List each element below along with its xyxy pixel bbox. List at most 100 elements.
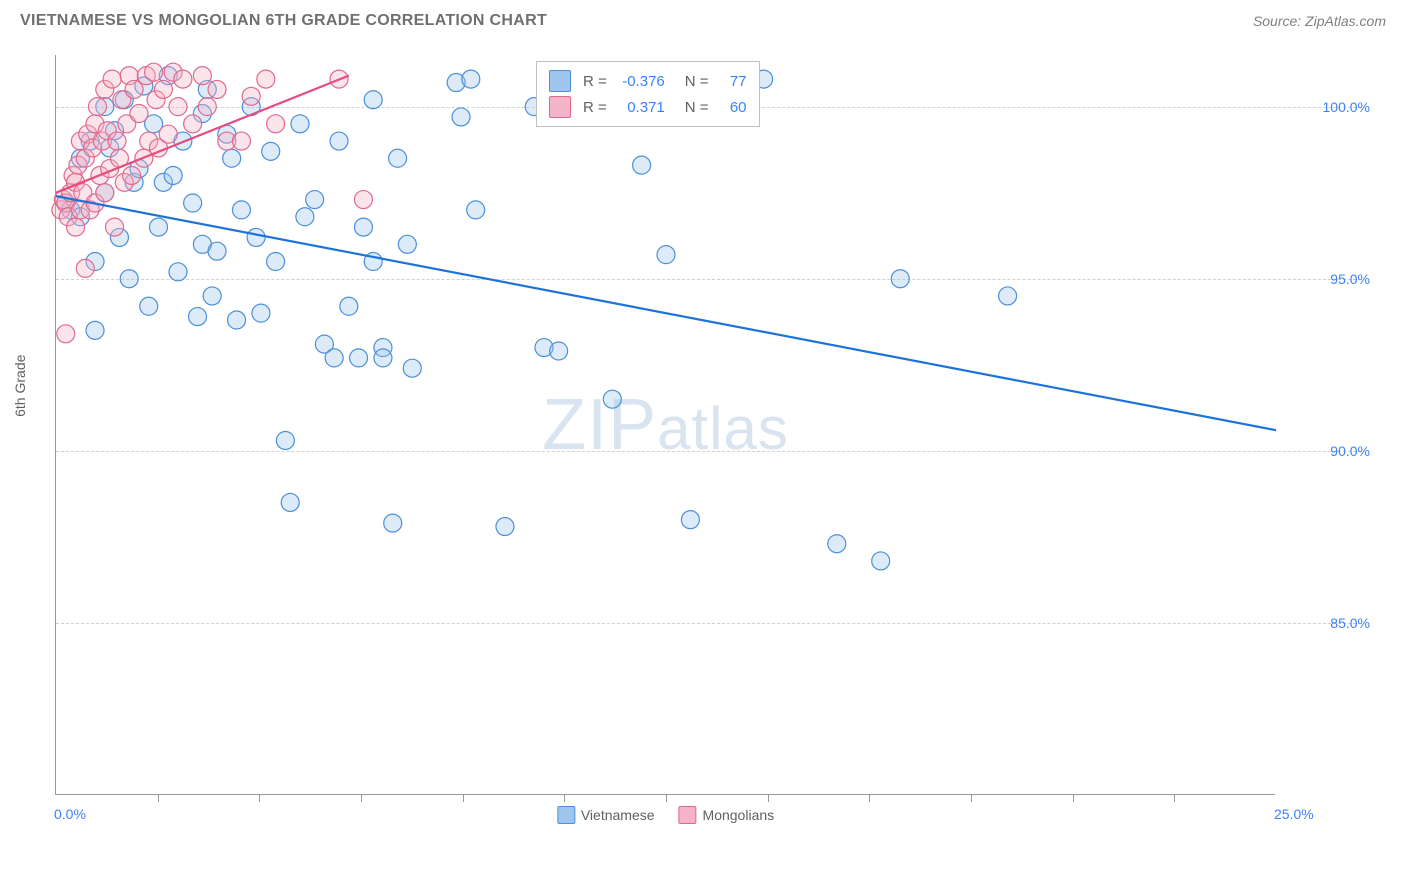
data-point bbox=[164, 166, 182, 184]
r-label: R = bbox=[583, 73, 607, 90]
data-point bbox=[57, 325, 75, 343]
data-point bbox=[106, 218, 124, 236]
x-tick bbox=[869, 794, 870, 802]
legend-stat-row: R = -0.376 N = 77 bbox=[549, 68, 747, 94]
data-point bbox=[67, 218, 85, 236]
data-point bbox=[174, 70, 192, 88]
legend-item: Vietnamese bbox=[557, 806, 655, 824]
data-point bbox=[681, 511, 699, 529]
x-tick bbox=[463, 794, 464, 802]
data-point bbox=[198, 98, 216, 116]
data-point bbox=[252, 304, 270, 322]
series-legend: Vietnamese Mongolians bbox=[557, 806, 774, 824]
data-point bbox=[296, 208, 314, 226]
data-point bbox=[291, 115, 309, 133]
legend-swatch bbox=[549, 70, 571, 92]
data-point bbox=[257, 70, 275, 88]
data-point bbox=[208, 80, 226, 98]
source-attribution: Source: ZipAtlas.com bbox=[1253, 13, 1386, 29]
x-tick bbox=[666, 794, 667, 802]
data-point bbox=[452, 108, 470, 126]
data-point bbox=[398, 235, 416, 253]
data-point bbox=[247, 228, 265, 246]
legend-swatch bbox=[679, 806, 697, 824]
n-label: N = bbox=[685, 99, 709, 116]
data-point bbox=[325, 349, 343, 367]
data-point bbox=[159, 125, 177, 143]
data-point bbox=[306, 191, 324, 209]
r-label: R = bbox=[583, 99, 607, 116]
n-value: 60 bbox=[717, 99, 747, 116]
data-point bbox=[262, 142, 280, 160]
correlation-legend: R = -0.376 N = 77 R = 0.371 N = 60 bbox=[536, 61, 760, 127]
plot-area: ZIPatlas R =-0.376N =77R =0.371N =60 Vie… bbox=[55, 55, 1275, 795]
y-tick-label: 85.0% bbox=[1330, 615, 1370, 631]
x-tick-label: 25.0% bbox=[1274, 806, 1314, 822]
data-point bbox=[281, 493, 299, 511]
x-tick bbox=[564, 794, 565, 802]
data-point bbox=[223, 149, 241, 167]
chart-title: VIETNAMESE VS MONGOLIAN 6TH GRADE CORREL… bbox=[20, 12, 547, 30]
x-tick bbox=[158, 794, 159, 802]
data-point bbox=[267, 115, 285, 133]
legend-stat-row: R = 0.371 N = 60 bbox=[549, 94, 747, 120]
data-point bbox=[103, 70, 121, 88]
n-label: N = bbox=[685, 73, 709, 90]
data-point bbox=[354, 218, 372, 236]
data-point bbox=[169, 98, 187, 116]
data-point bbox=[350, 349, 368, 367]
data-point bbox=[657, 246, 675, 264]
data-point bbox=[184, 194, 202, 212]
data-point bbox=[828, 535, 846, 553]
x-tick bbox=[259, 794, 260, 802]
data-point bbox=[999, 287, 1017, 305]
data-point bbox=[340, 297, 358, 315]
y-tick-label: 90.0% bbox=[1330, 443, 1370, 459]
legend-item: Mongolians bbox=[679, 806, 775, 824]
data-point bbox=[76, 259, 94, 277]
data-point bbox=[208, 242, 226, 260]
data-point bbox=[276, 431, 294, 449]
data-point bbox=[330, 132, 348, 150]
legend-series-name: Mongolians bbox=[703, 807, 775, 823]
y-tick-label: 100.0% bbox=[1323, 99, 1370, 115]
x-tick-label: 0.0% bbox=[54, 806, 86, 822]
data-point bbox=[203, 287, 221, 305]
data-point bbox=[891, 270, 909, 288]
data-point bbox=[389, 149, 407, 167]
data-point bbox=[462, 70, 480, 88]
y-tick-label: 95.0% bbox=[1330, 271, 1370, 287]
data-point bbox=[96, 184, 114, 202]
legend-series-name: Vietnamese bbox=[581, 807, 655, 823]
n-value: 77 bbox=[717, 73, 747, 90]
data-point bbox=[154, 80, 172, 98]
data-point bbox=[145, 63, 163, 81]
data-point bbox=[193, 67, 211, 85]
data-point bbox=[169, 263, 187, 281]
data-point bbox=[130, 105, 148, 123]
chart-container: 6th Grade ZIPatlas R =-0.376N =77R =0.37… bbox=[55, 55, 1380, 825]
legend-swatch bbox=[557, 806, 575, 824]
data-point bbox=[403, 359, 421, 377]
x-tick bbox=[768, 794, 769, 802]
r-value: -0.376 bbox=[615, 73, 665, 90]
x-tick bbox=[1073, 794, 1074, 802]
data-point bbox=[603, 390, 621, 408]
y-axis-label: 6th Grade bbox=[12, 355, 28, 417]
data-point bbox=[228, 311, 246, 329]
r-value: 0.371 bbox=[615, 99, 665, 116]
data-point bbox=[496, 518, 514, 536]
x-tick bbox=[971, 794, 972, 802]
legend-swatch bbox=[549, 96, 571, 118]
data-point bbox=[384, 514, 402, 532]
data-point bbox=[120, 270, 138, 288]
data-point bbox=[232, 132, 250, 150]
data-point bbox=[872, 552, 890, 570]
data-point bbox=[140, 297, 158, 315]
x-tick bbox=[1174, 794, 1175, 802]
data-point bbox=[374, 349, 392, 367]
data-point bbox=[86, 321, 104, 339]
data-point bbox=[232, 201, 250, 219]
scatter-plot-svg bbox=[56, 55, 1276, 795]
data-point bbox=[149, 218, 167, 236]
